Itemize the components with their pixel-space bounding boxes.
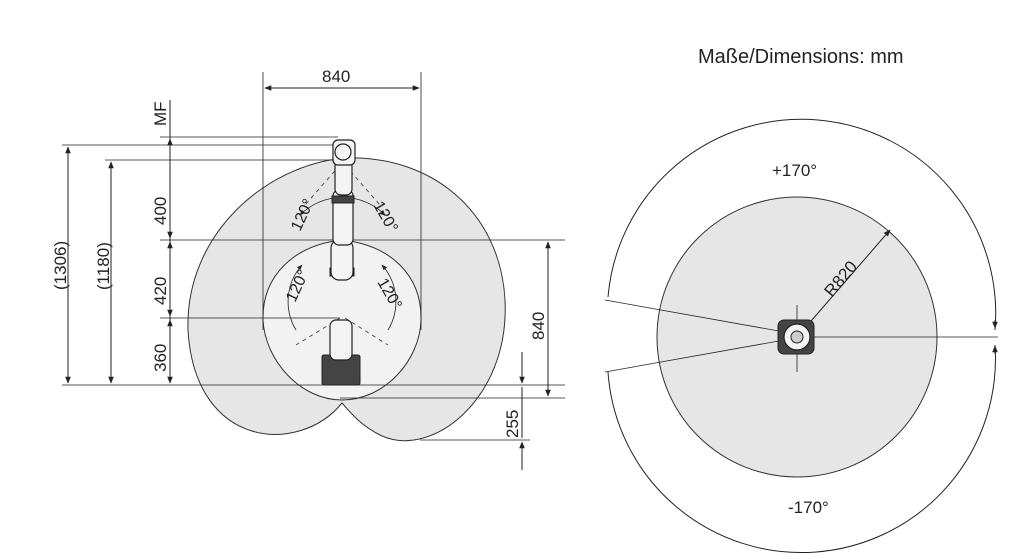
segment-mid-label: 420 <box>151 277 170 305</box>
robot-base-top <box>777 319 815 355</box>
below-base-label: 255 <box>503 410 522 438</box>
angle-negative-label: -170° <box>788 498 829 517</box>
height-outer-label: (1306) <box>51 241 70 290</box>
side-view: 840 (1306) (1180) MF 400 420 360 840 255 <box>51 67 565 470</box>
mf-label: MF <box>151 101 170 126</box>
segment-top-label: 400 <box>151 197 170 225</box>
segment-base-label: 360 <box>151 344 170 372</box>
height-inner-label: (1180) <box>94 242 113 290</box>
reach-right-label: 840 <box>529 312 548 340</box>
angle-positive-label: +170° <box>772 161 817 180</box>
top-view: R820 +170° -170° <box>604 118 998 553</box>
units-label: Maße/Dimensions: mm <box>698 46 904 68</box>
robot-arm-side <box>321 139 361 386</box>
reach-width-label: 840 <box>322 67 350 86</box>
